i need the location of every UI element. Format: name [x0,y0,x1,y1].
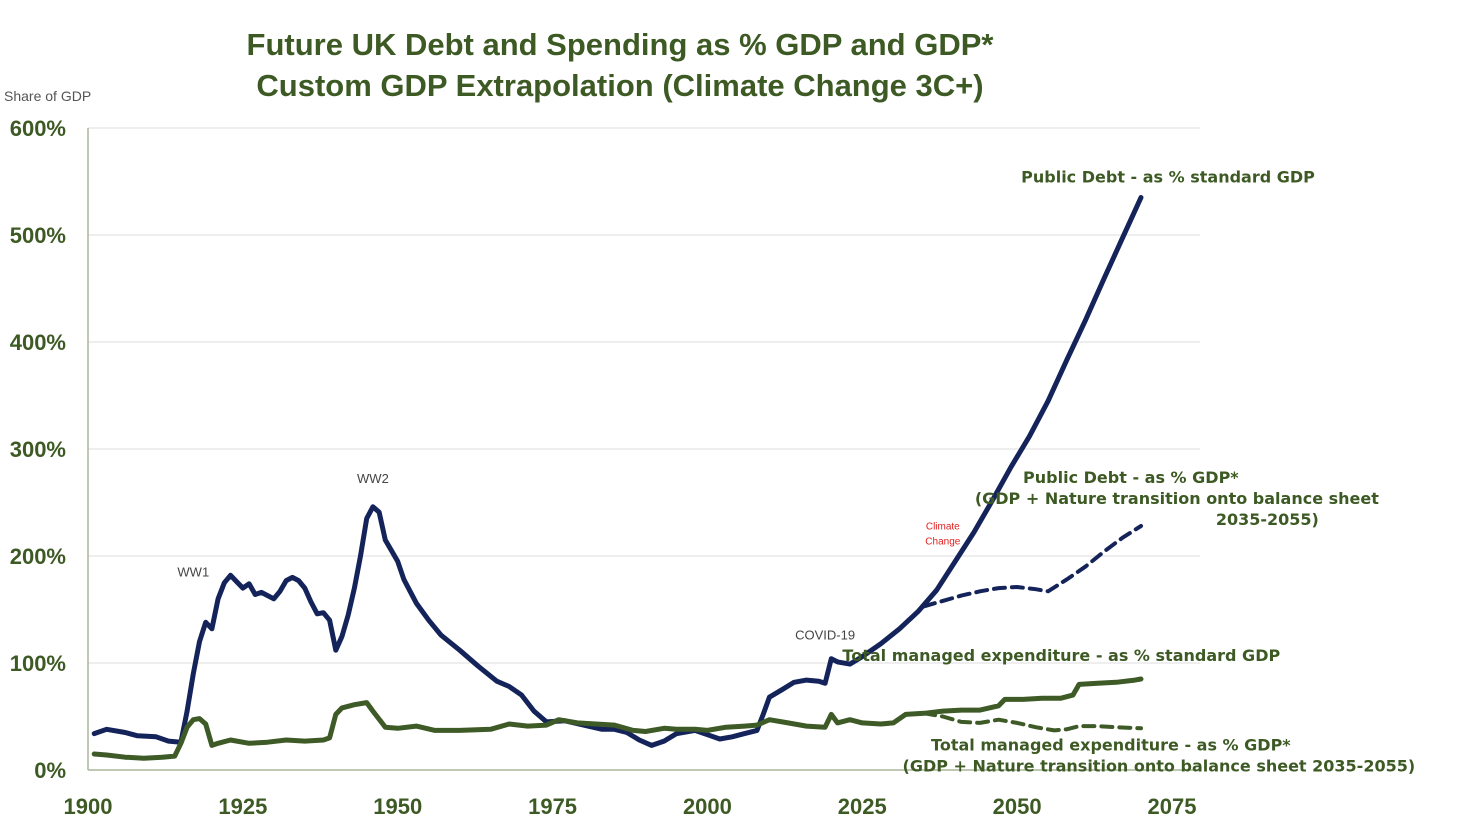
series-lines [91,195,1144,761]
series-line-tme_std [91,676,1144,761]
y-tick-label: 300% [10,437,66,462]
series-label-tme_star: (GDP + Nature transition onto balance sh… [903,757,1416,776]
annotations: WW1 WW2 COVID-19 Climate Change [177,471,960,642]
y-axis-label: Share of GDP [4,88,91,104]
y-tick-label: 200% [10,544,66,569]
x-tick-label: 1950 [373,794,422,819]
series-label-debt_star: Public Debt - as % GDP* [1023,468,1239,487]
series-label-tme_std: Total managed expenditure - as % standar… [842,646,1280,665]
x-tick-label: 1900 [64,794,113,819]
annotation-climate-change: Climate [926,521,960,532]
series-line-debt_star [922,524,1143,609]
series-label-debt_star: 2035-2055) [1216,510,1319,529]
series-line-debt_std [91,195,1144,748]
grid-lines [87,127,1200,771]
y-tick-label: 500% [10,223,66,248]
x-tick-label: 2050 [993,794,1042,819]
x-tick-label: 1925 [218,794,267,819]
y-tick-label: 100% [10,651,66,676]
x-tick-label: 2025 [838,794,887,819]
annotation-ww1: WW1 [177,564,209,579]
series-label-debt_star: (GDP + Nature transition onto balance sh… [975,489,1379,508]
chart-title-line2: Custom GDP Extrapolation (Climate Change… [256,68,983,103]
series-line-tme_star [922,711,1143,733]
annotation-covid: COVID-19 [795,627,855,642]
x-tick-label: 1975 [528,794,577,819]
series-label-debt_std: Public Debt - as % standard GDP [1021,168,1315,187]
y-tick-label: 600% [10,116,66,141]
annotation-climate-change: Change [925,536,960,547]
series-labels: Public Debt - as % standard GDP Public De… [842,168,1415,776]
y-tick-label: 0% [34,758,66,783]
annotation-ww2: WW2 [357,471,389,486]
chart-title-line1: Future UK Debt and Spending as % GDP and… [247,27,995,62]
x-tick-label: 2075 [1148,794,1197,819]
series-label-tme_star: Total managed expenditure - as % GDP* [931,736,1291,755]
axis-ticks: 0% 100% 200% 300% 400% 500% 600% 1900 1925 1950 19… [10,116,1197,819]
y-tick-label: 400% [10,330,66,355]
x-tick-label: 2000 [683,794,732,819]
